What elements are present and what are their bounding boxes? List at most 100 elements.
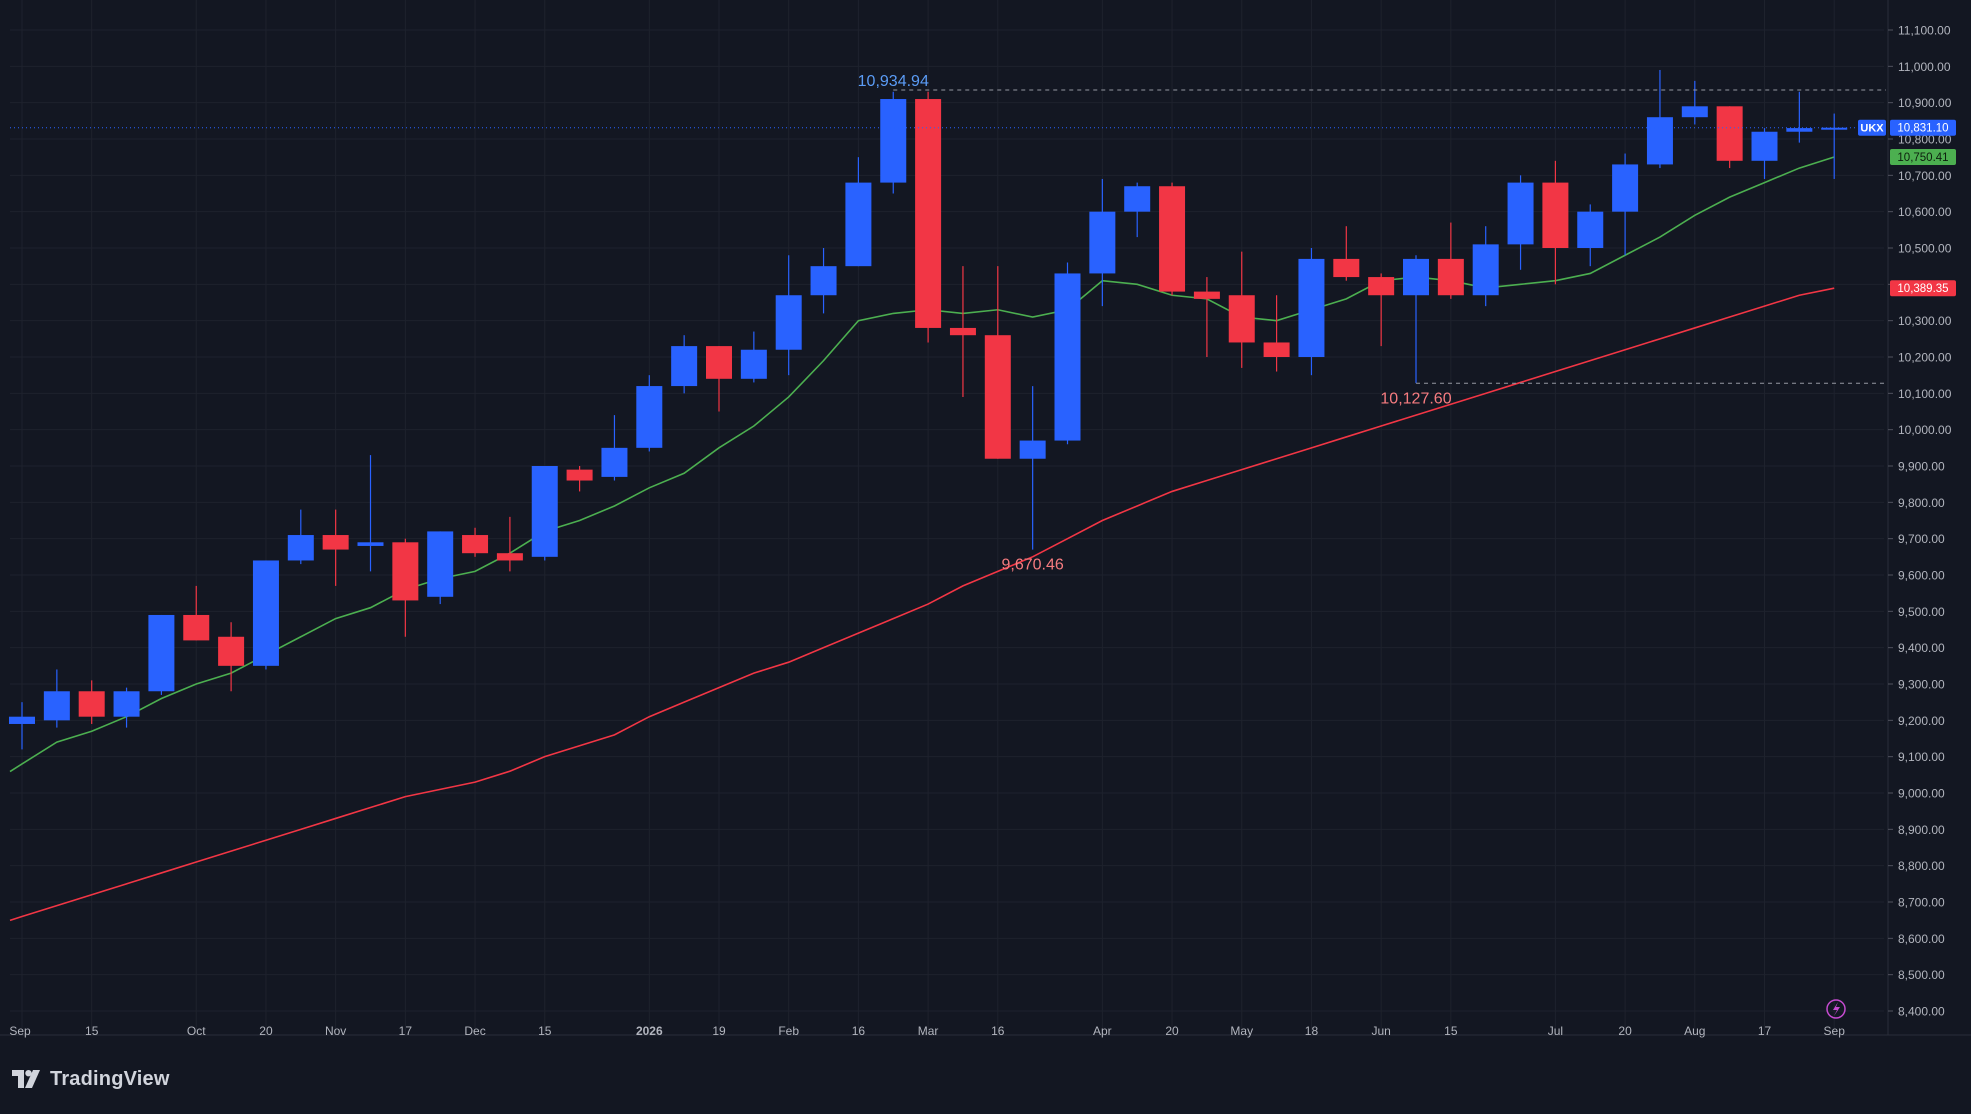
candle-body — [1159, 186, 1186, 292]
candle-body — [1716, 106, 1743, 161]
realtime-indicator[interactable] — [1826, 999, 1846, 1019]
candle — [1507, 175, 1534, 270]
candle — [43, 669, 70, 728]
candle-body — [1298, 258, 1325, 357]
time-tick-label: 2026 — [636, 1024, 663, 1038]
candle — [322, 509, 349, 586]
candle-body — [462, 535, 489, 554]
candle-body — [78, 691, 105, 717]
candle — [1193, 277, 1220, 357]
price-tick-label: 10,800.00 — [1898, 133, 1952, 147]
time-tick-label: 15 — [1444, 1024, 1458, 1038]
price-tick-label: 10,100.00 — [1898, 387, 1952, 401]
candle-body — [357, 542, 384, 546]
time-tick-label: 19 — [712, 1024, 726, 1038]
candle-body — [740, 349, 767, 379]
candle — [880, 91, 907, 194]
brand-name: TradingView — [50, 1067, 170, 1090]
candle — [1716, 106, 1743, 169]
candle — [531, 466, 558, 561]
candle — [218, 622, 245, 692]
candle — [1542, 160, 1569, 285]
time-tick-label: Jun — [1371, 1024, 1390, 1038]
price-tag-bg — [1890, 149, 1956, 166]
candle — [357, 455, 384, 572]
price-tick-label: 10,700.00 — [1898, 169, 1952, 183]
candle-body — [1333, 258, 1360, 278]
lightning-icon[interactable] — [1826, 999, 1846, 1019]
candle-body — [1368, 277, 1395, 296]
time-axis[interactable]: Sep 15 Oct 20 Nov 17 Dec 15 2026 19 Feb 16 Mar 16 Apr 2… — [0, 1024, 1971, 1038]
time-tick-label: Apr — [1093, 1024, 1112, 1038]
candle-body — [1577, 211, 1604, 248]
candle — [287, 509, 314, 565]
price-tick-label: 9,500.00 — [1898, 605, 1945, 619]
candle — [1159, 182, 1186, 296]
candle — [1646, 69, 1673, 169]
candle — [1437, 222, 1464, 299]
candle — [706, 346, 732, 412]
price-tick-label: 8,700.00 — [1898, 896, 1945, 910]
price-tick-label: 10,600.00 — [1898, 205, 1952, 219]
grid-lines — [10, 0, 1884, 1035]
time-tick-label: 18 — [1305, 1024, 1319, 1038]
candle-body — [566, 469, 593, 481]
candle — [252, 560, 279, 670]
candle — [113, 687, 140, 728]
candle-body — [218, 636, 245, 666]
symbol-tag-bg — [1858, 119, 1886, 136]
candle-body — [1507, 182, 1534, 245]
candle — [1577, 204, 1604, 267]
candle-body — [775, 295, 802, 350]
candle-body — [113, 691, 140, 717]
candle-body — [1542, 182, 1569, 248]
candle — [496, 516, 523, 572]
candle — [1751, 128, 1778, 179]
price-tick-label: 8,900.00 — [1898, 823, 1945, 837]
candle-body — [148, 614, 175, 692]
candle — [427, 531, 454, 605]
candle-body — [427, 531, 454, 597]
price-tick-label: 8,600.00 — [1898, 932, 1945, 946]
candle-body — [1681, 106, 1708, 118]
candle — [1472, 226, 1499, 307]
candle — [1054, 262, 1081, 445]
candle — [1786, 91, 1813, 143]
candle-body — [1821, 127, 1848, 130]
time-tick-label: 20 — [1618, 1024, 1632, 1038]
time-tick-label: 20 — [259, 1024, 273, 1038]
candle — [1089, 178, 1116, 307]
candle-body — [810, 266, 837, 296]
candle — [1368, 273, 1395, 347]
time-tick-label: Sep — [9, 1024, 31, 1038]
lightning-glyph — [1833, 1002, 1840, 1016]
candle-body — [1751, 131, 1778, 161]
price-tags: UKX 10,831.10 10,750.41 10,389.35 — [10, 119, 1956, 297]
time-tick-label: Mar — [918, 1024, 939, 1038]
candle — [1228, 251, 1255, 368]
price-annotations: 10,934.94 9,670.46 10,127.60 — [858, 73, 1886, 573]
price-tag-value: 10,750.41 — [1897, 152, 1948, 164]
candle-body — [601, 447, 628, 477]
candle — [775, 255, 802, 376]
candle — [148, 614, 175, 695]
price-tick-label: 9,100.00 — [1898, 750, 1945, 764]
candle-body — [322, 535, 349, 550]
last-price-tag: UKX 10,831.10 — [1858, 119, 1956, 136]
price-tag-value: 10,831.10 — [1897, 123, 1948, 135]
time-tick-label: May — [1230, 1024, 1253, 1038]
candle — [810, 248, 837, 314]
candle — [78, 680, 105, 724]
price-tick-label: 9,300.00 — [1898, 678, 1945, 692]
candle — [845, 157, 872, 267]
fast-ma-tag: 10,750.41 — [1890, 149, 1956, 166]
candle — [1403, 255, 1429, 384]
candles — [9, 69, 1848, 750]
tradingview-brand[interactable]: TradingView — [12, 1066, 170, 1092]
price-tag-bg — [1890, 280, 1956, 297]
slow-moving-average — [9, 287, 1835, 922]
time-tick-label: Feb — [778, 1024, 799, 1038]
